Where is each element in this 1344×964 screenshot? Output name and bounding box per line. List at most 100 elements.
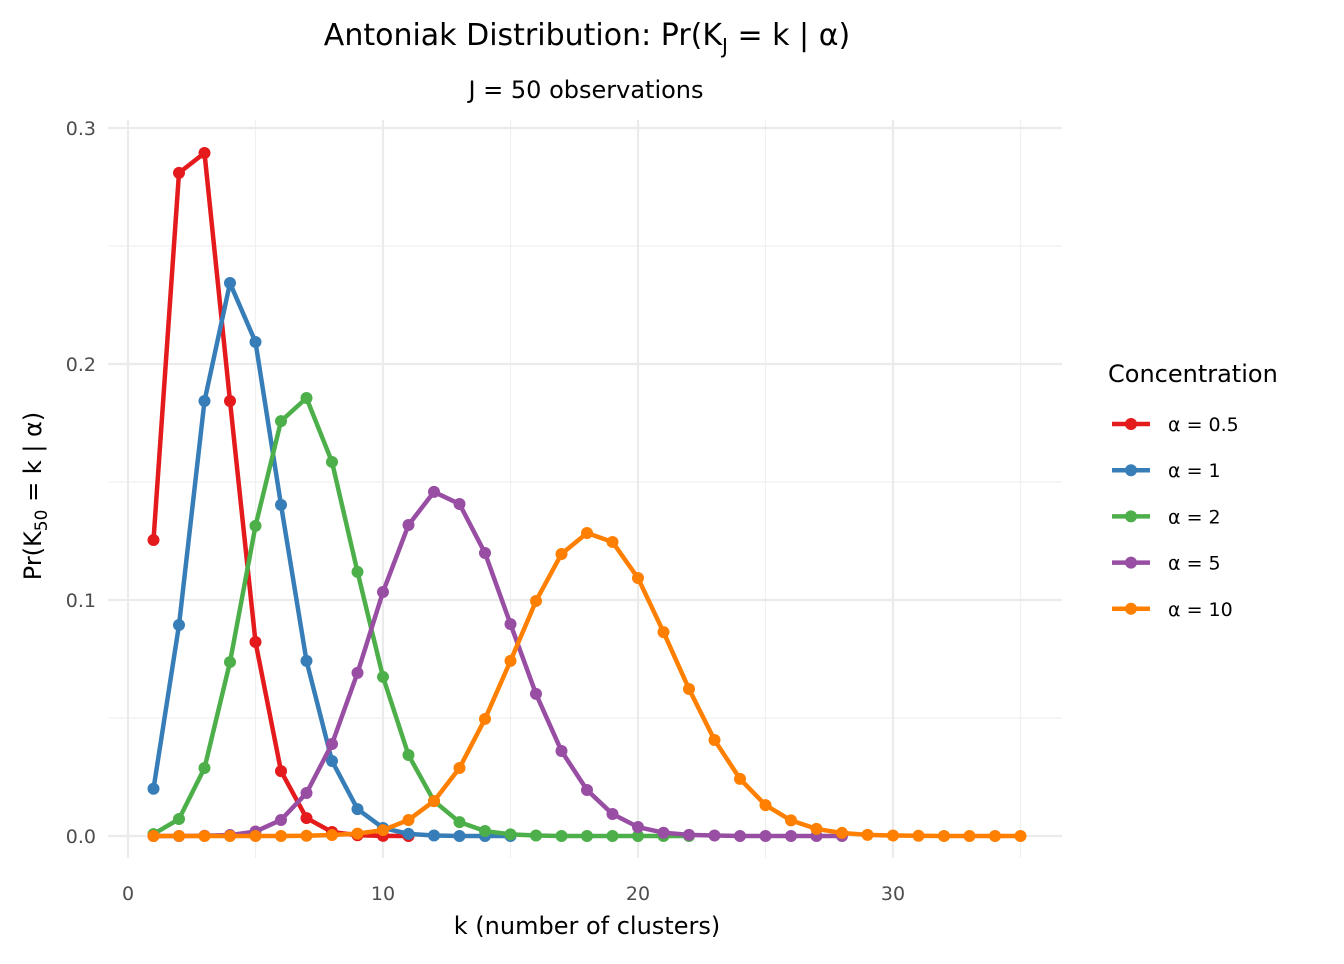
legend-key-point — [1125, 556, 1137, 569]
data-point — [249, 830, 262, 842]
legend-label: α = 0.5 — [1168, 414, 1239, 436]
data-point — [504, 618, 517, 631]
data-point — [377, 824, 389, 837]
series-line — [153, 489, 842, 839]
legend-key-point — [1125, 418, 1137, 430]
series-2 — [147, 277, 517, 842]
data-point — [275, 415, 287, 428]
series-4 — [147, 485, 848, 842]
data-point — [326, 737, 338, 750]
data-point — [708, 733, 721, 746]
data-point — [300, 829, 313, 842]
data-point — [300, 391, 313, 404]
x-tick-label: 20 — [626, 883, 650, 905]
data-point — [1014, 830, 1027, 842]
legend-title: Concentration — [1108, 360, 1278, 388]
data-point — [581, 526, 593, 539]
data-point — [555, 547, 568, 560]
data-point — [198, 395, 211, 408]
legend-label: α = 10 — [1168, 599, 1233, 621]
data-point — [224, 395, 236, 408]
data-point — [147, 534, 160, 547]
data-point — [377, 585, 389, 598]
data-point — [555, 745, 568, 758]
x-axis-label: k (number of clusters) — [454, 912, 720, 940]
data-point — [555, 830, 568, 842]
data-point — [504, 828, 517, 841]
data-point — [683, 828, 695, 841]
y-axis-label: Pr(K50 = k | α) — [19, 412, 52, 580]
data-point — [759, 799, 772, 812]
data-point — [861, 828, 874, 841]
data-point — [300, 812, 313, 825]
data-point — [606, 808, 619, 821]
data-point — [173, 830, 185, 842]
legend-key-point — [1125, 602, 1137, 615]
data-point — [683, 682, 695, 695]
data-point — [963, 830, 976, 842]
data-point — [453, 830, 466, 842]
y-tick-label: 0.2 — [66, 354, 96, 376]
data-point — [453, 762, 466, 775]
y-tick-label: 0.0 — [66, 826, 96, 848]
data-point — [453, 816, 466, 829]
grid — [108, 120, 1062, 858]
data-point — [479, 825, 491, 838]
data-point — [810, 822, 823, 835]
data-point — [249, 519, 262, 532]
data-point — [657, 826, 670, 839]
data-point — [173, 813, 185, 826]
legend-key-point — [1125, 464, 1137, 477]
data-point — [147, 782, 160, 795]
data-point — [173, 166, 185, 179]
data-point — [836, 826, 848, 839]
data-point — [351, 827, 364, 840]
axis-ticks: 0 10 20 30 0.0 0.1 0.2 0.3 — [66, 118, 905, 905]
data-point — [734, 772, 746, 785]
data-point — [785, 814, 797, 827]
data-point — [326, 455, 338, 468]
data-point — [300, 654, 313, 667]
data-point — [351, 565, 364, 578]
legend: Concentration α = 0.5 α = 1 α = 2 α = 5 α = … — [1108, 360, 1278, 621]
data-point — [224, 277, 236, 290]
data-point — [326, 829, 338, 842]
data-point — [708, 829, 721, 842]
data-point — [632, 821, 644, 834]
data-point — [785, 830, 797, 842]
data-point — [530, 594, 542, 607]
data-point — [581, 783, 593, 796]
data-point — [504, 654, 517, 667]
x-tick-label: 10 — [371, 883, 395, 905]
data-point — [198, 830, 211, 842]
data-point — [198, 762, 211, 775]
data-point — [402, 518, 415, 531]
data-point — [351, 666, 364, 679]
data-point — [224, 656, 236, 669]
data-point — [453, 497, 466, 510]
data-point — [912, 829, 925, 842]
data-point — [249, 336, 262, 349]
data-point — [530, 829, 542, 842]
data-point — [606, 830, 619, 842]
data-point — [657, 626, 670, 639]
series-line — [152, 395, 689, 839]
series-5 — [147, 526, 1027, 842]
data-point — [428, 485, 440, 498]
x-tick-label: 30 — [881, 883, 905, 905]
data-point — [249, 636, 262, 649]
chart-title: Antoniak Distribution: Pr(KJ = k | α) — [324, 18, 850, 58]
legend-item: α = 1 — [1112, 460, 1221, 482]
data-point — [632, 830, 644, 842]
data-point — [275, 498, 287, 511]
data-point — [224, 830, 236, 842]
data-point — [326, 754, 338, 767]
legend-item: α = 10 — [1112, 599, 1233, 621]
data-point — [275, 830, 287, 842]
legend-item: α = 2 — [1112, 506, 1221, 528]
data-point — [759, 830, 772, 842]
data-point — [275, 765, 287, 778]
chart-subtitle: J = 50 observations — [466, 76, 703, 104]
data-point — [198, 147, 211, 160]
